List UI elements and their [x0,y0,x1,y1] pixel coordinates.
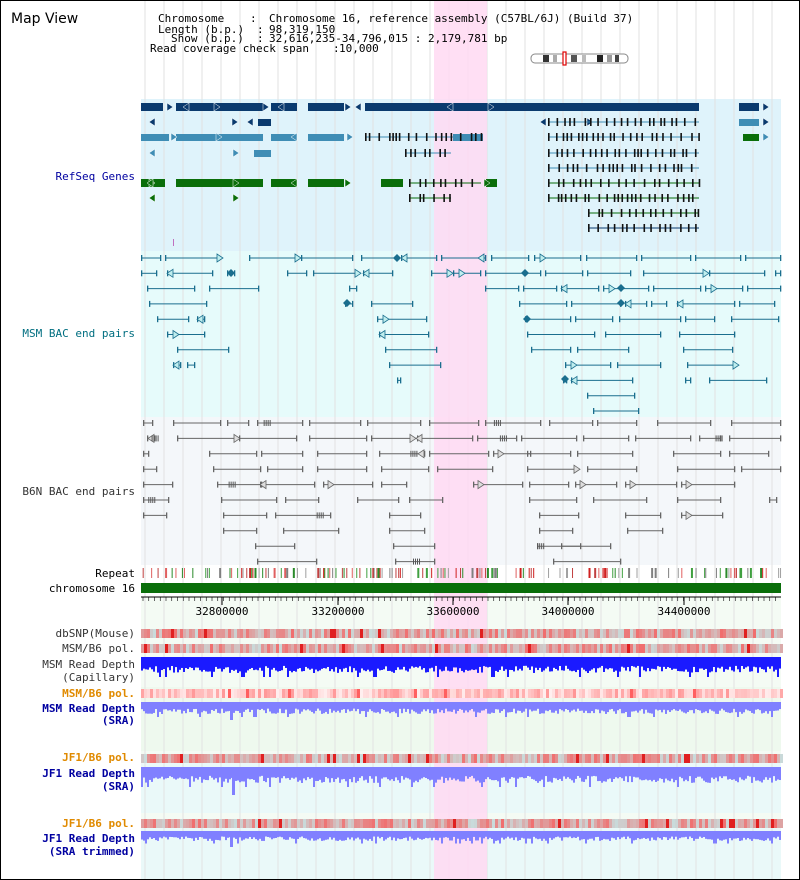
msm-b6-pol-label-2: MSM/B6 pol. [62,687,135,700]
span-key: Read coverage check span [150,42,309,55]
dbsnp-heat-strip[interactable] [141,629,783,638]
page-title: Map View [11,11,79,27]
msm-read-depth-capillary[interactable] [141,657,781,677]
jf1-read-depth-trim-sub: (SRA trimmed) [49,845,135,858]
refseq-genes-label: RefSeq Genes [56,170,135,183]
axis-tick-label: 34400000 [658,605,711,618]
msm-read-depth-cap-sub: (Capillary) [62,671,135,684]
msm-read-depth-sra-sub: (SRA) [102,714,135,727]
length-value: 98,319,150 [269,23,336,36]
axis-tick-label: 33600000 [427,605,480,618]
b6n-bac-label: B6N BAC end pairs [22,485,135,498]
span-value: 10,000 [339,42,379,55]
show-key: Show (b.p.) [171,32,244,45]
axis-tick-label: 32800000 [196,605,249,618]
dbsnp-label: dbSNP(Mouse) [56,627,135,640]
msm-b6-pol-strip-1[interactable] [141,644,783,653]
chromosome-bar[interactable] [141,583,781,593]
b6n-bac-end-pairs-track[interactable] [143,420,782,565]
jf1-read-depth-trimmed[interactable] [141,831,781,844]
msm-b6-pol-label-1: MSM/B6 pol. [62,642,135,655]
chromosome-value: Chromosome 16, reference assembly (C57BL… [269,12,634,25]
jf1-b6-pol-label-1: JF1/B6 pol. [62,751,135,764]
chromosome-key: Chromosome [158,12,225,25]
msm-read-depth-cap-label: MSM Read Depth [42,658,135,671]
show-value: 32,616,235-34,796,015 : 2,179,781 bp [269,32,508,45]
jf1-b6-pol-strip-2[interactable] [141,819,783,828]
msm-read-depth-sra[interactable] [141,702,781,717]
jf1-read-depth-sra[interactable] [141,767,781,787]
msm-bac-end-pairs-track[interactable] [141,253,782,414]
jf1-read-depth-sra-label: JF1 Read Depth [42,767,135,780]
chromosome-label: chromosome 16 [49,582,135,595]
position-axis: 32800000 33200000 33600000 34000000 34400000 [141,596,781,618]
ideogram-position-marker [562,51,567,66]
jf1-b6-pol-strip-1[interactable] [141,754,783,763]
length-key: Length (b.p.) [158,23,245,36]
repeat-track[interactable] [142,568,782,578]
selected-region-highlight[interactable] [434,1,487,880]
jf1-read-depth-sra-sub: (SRA) [102,780,135,793]
repeat-label: Repeat [95,567,135,580]
jf1-b6-pol-label-2: JF1/B6 pol. [62,817,135,830]
msm-b6-pol-strip-2[interactable] [141,689,783,698]
msm-bac-label: MSM BAC end pairs [22,327,135,340]
refseq-genes-track[interactable] [141,102,770,246]
axis-tick-label: 33200000 [312,605,365,618]
msm-read-depth-sra-label: MSM Read Depth [42,702,135,715]
jf1-read-depth-trim-label: JF1 Read Depth [42,832,135,845]
chromosome-ideogram[interactable] [530,51,629,66]
axis-tick-label: 34000000 [542,605,595,618]
